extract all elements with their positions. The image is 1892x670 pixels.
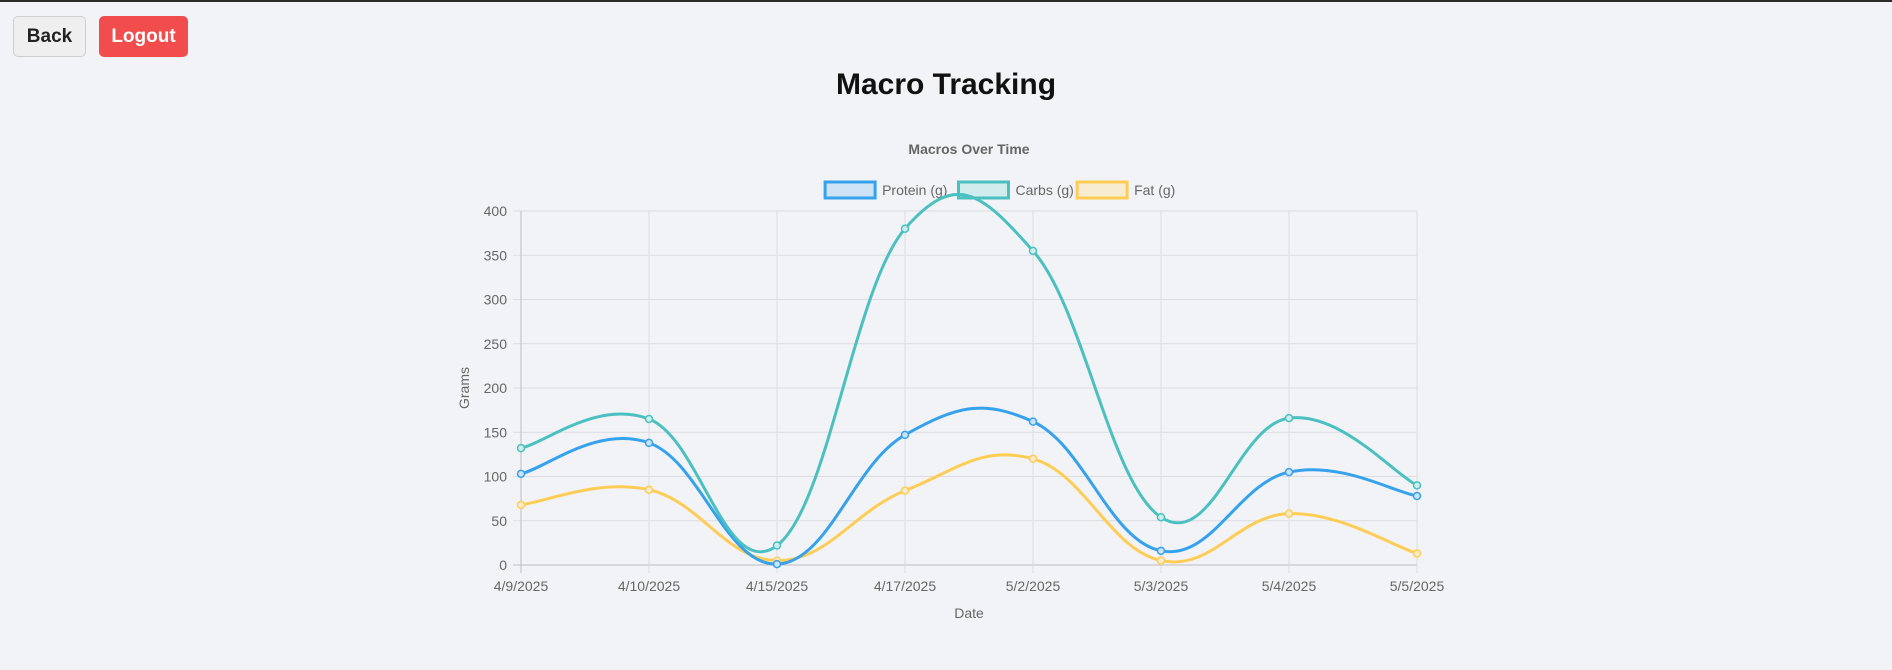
data-point-1-6[interactable] <box>1284 413 1294 423</box>
y-tick-label-5: 250 <box>484 336 508 352</box>
chart-title: Macros Over Time <box>908 141 1029 157</box>
y-axis-title: Grams <box>456 367 472 409</box>
data-point-2-0[interactable] <box>516 500 526 510</box>
data-point-1-4[interactable] <box>1028 246 1038 256</box>
x-tick-label-7: 5/5/2025 <box>1390 578 1445 594</box>
legend-swatch-2[interactable] <box>1075 180 1129 200</box>
page-title: Macro Tracking <box>835 68 1057 101</box>
y-tick-label-6: 300 <box>484 292 508 308</box>
series-line-0 <box>520 406 1418 566</box>
data-point-2-7[interactable] <box>1412 549 1422 558</box>
y-tick-label-1: 50 <box>491 513 507 529</box>
legend-swatch-0[interactable] <box>823 180 877 200</box>
legend-label-1: Carbs (g) <box>1016 182 1074 198</box>
legend-label-2: Fat (g) <box>1134 182 1175 198</box>
y-tick-label-8: 400 <box>484 203 508 219</box>
data-point-0-4[interactable] <box>1028 417 1038 426</box>
x-tick-label-1: 4/10/2025 <box>618 578 680 594</box>
x-tick-label-3: 4/17/2025 <box>874 578 936 594</box>
x-tick-label-6: 5/4/2025 <box>1262 578 1317 594</box>
x-tick-label-5: 5/3/2025 <box>1134 578 1189 594</box>
series-line-2 <box>520 453 1418 564</box>
data-point-2-1[interactable] <box>644 485 654 495</box>
back-button[interactable]: Back <box>13 16 86 57</box>
logout-button[interactable]: Logout <box>99 16 188 57</box>
data-point-2-5[interactable] <box>1156 556 1166 565</box>
data-point-0-2[interactable] <box>772 559 782 569</box>
window-top-border <box>0 0 1892 2</box>
y-tick-label-4: 200 <box>484 380 508 396</box>
data-point-1-3[interactable] <box>900 224 910 233</box>
data-point-1-2[interactable] <box>772 541 782 550</box>
data-point-1-0[interactable] <box>516 443 526 453</box>
data-point-1-1[interactable] <box>644 414 654 424</box>
x-tick-label-0: 4/9/2025 <box>494 578 549 594</box>
y-tick-label-2: 100 <box>484 469 508 485</box>
data-point-0-7[interactable] <box>1412 491 1422 501</box>
data-point-2-3[interactable] <box>900 486 910 495</box>
x-tick-label-2: 4/15/2025 <box>746 578 808 594</box>
legend-swatch-1[interactable] <box>957 180 1010 200</box>
data-point-2-4[interactable] <box>1028 454 1038 464</box>
y-tick-label-0: 0 <box>499 557 507 573</box>
series-line-1 <box>520 192 1418 554</box>
y-tick-label-3: 150 <box>484 424 508 440</box>
data-point-0-0[interactable] <box>516 469 526 479</box>
x-tick-label-4: 5/2/2025 <box>1006 578 1061 594</box>
data-point-0-1[interactable] <box>644 438 654 448</box>
data-point-1-5[interactable] <box>1156 512 1166 522</box>
data-point-1-7[interactable] <box>1412 481 1422 490</box>
y-tick-label-7: 350 <box>484 247 508 263</box>
data-point-0-6[interactable] <box>1284 467 1294 477</box>
data-point-0-3[interactable] <box>900 430 910 440</box>
x-axis-title: Date <box>954 605 984 621</box>
data-point-0-5[interactable] <box>1156 546 1166 556</box>
legend-label-0: Protein (g) <box>882 182 947 198</box>
data-point-2-6[interactable] <box>1284 509 1294 518</box>
